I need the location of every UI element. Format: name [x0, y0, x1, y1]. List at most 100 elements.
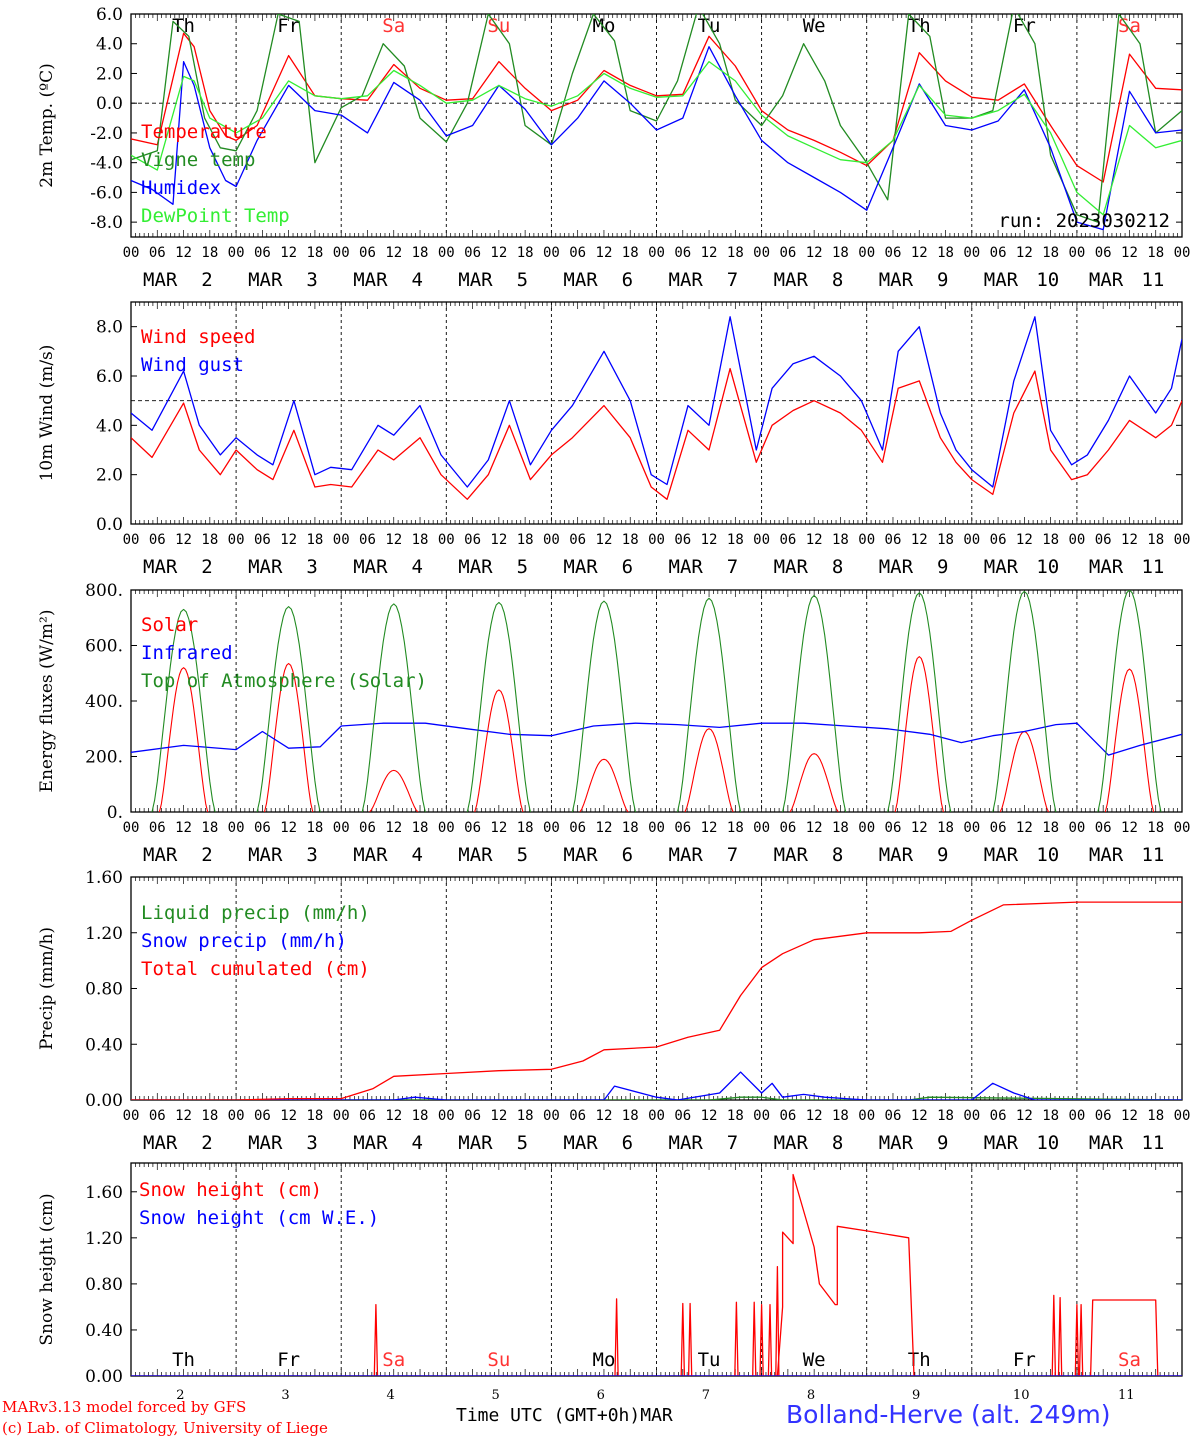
hour-label: 12 [1016, 820, 1033, 836]
run-label: run: 2023030212 [998, 210, 1170, 232]
date-label-day: 6 [622, 1132, 633, 1154]
hour-label: 00 [1068, 1108, 1085, 1124]
hour-label: 06 [149, 532, 166, 548]
hour-label: 18 [622, 532, 639, 548]
y-tick-label: 0.80 [85, 980, 123, 1000]
hour-label: 18 [517, 820, 534, 836]
hour-label: 00 [228, 1108, 245, 1124]
date-label-day: 11 [1141, 844, 1164, 866]
hour-label: 18 [412, 245, 429, 261]
date-label-day: 7 [727, 269, 738, 291]
hour-label: 12 [1121, 245, 1138, 261]
hour-label: 06 [569, 1108, 586, 1124]
legend-label: Snow height (cm W.E.) [139, 1207, 379, 1229]
day-number: 2 [176, 1388, 184, 1403]
hour-label: 12 [490, 245, 507, 261]
series-snow-precip-mm-h [131, 1071, 1182, 1100]
date-label-month: MAR [669, 844, 704, 866]
hour-label: 00 [333, 245, 350, 261]
series-top-of-atmosphere-solar [466, 601, 531, 812]
hour-label: 00 [123, 1108, 140, 1124]
hour-label: 12 [1016, 532, 1033, 548]
hour-label: 06 [674, 1108, 691, 1124]
hour-label: 06 [464, 820, 481, 836]
date-label-day: 10 [1036, 844, 1059, 866]
weekday-label: Fr [277, 15, 300, 37]
date-label-day: 6 [622, 556, 633, 578]
hour-label: 06 [990, 820, 1007, 836]
hour-label: 12 [911, 245, 928, 261]
hour-label: 12 [596, 532, 613, 548]
hour-label: 18 [201, 820, 218, 836]
y-axis-label: Energy fluxes (W/m²) [37, 610, 57, 793]
series-snow-height-cm [614, 1298, 619, 1376]
series-solar [1104, 668, 1155, 812]
series-snow-height-cm [1078, 1303, 1084, 1376]
weekday-label: Tu [698, 1349, 721, 1371]
hour-label: 00 [543, 532, 560, 548]
date-label-month: MAR [248, 269, 283, 291]
hour-label: 00 [333, 532, 350, 548]
hour-label: 06 [990, 532, 1007, 548]
date-label-month: MAR [1089, 1132, 1124, 1154]
hour-label: 12 [175, 820, 192, 836]
legend-label: Wind gust [141, 354, 244, 376]
series-solar [158, 667, 209, 812]
hour-label: 00 [1068, 820, 1085, 836]
date-label-month: MAR [248, 1132, 283, 1154]
hour-label: 00 [963, 1108, 980, 1124]
hour-label: 12 [701, 820, 718, 836]
hour-label: 18 [306, 820, 323, 836]
hour-label: 06 [464, 245, 481, 261]
hour-label: 12 [596, 820, 613, 836]
legend-label: Snow precip (mm/h) [141, 930, 347, 952]
hour-label: 18 [1042, 820, 1059, 836]
hour-label: 06 [885, 245, 902, 261]
date-label-day: 4 [411, 269, 422, 291]
hour-label: 12 [1016, 245, 1033, 261]
series-snow-height-cm [1074, 1303, 1080, 1376]
hour-label: 00 [438, 1108, 455, 1124]
hour-label: 00 [1068, 532, 1085, 548]
hour-label: 06 [779, 245, 796, 261]
date-label-month: MAR [143, 1132, 178, 1154]
date-label-month: MAR [563, 844, 598, 866]
weekday-label: Th [908, 1349, 931, 1371]
hour-label: 18 [937, 532, 954, 548]
date-label-day: 8 [832, 1132, 843, 1154]
hour-label: 18 [937, 1108, 954, 1124]
hour-label: 06 [359, 532, 376, 548]
hour-label: 00 [963, 245, 980, 261]
hour-label: 00 [753, 820, 770, 836]
date-label-month: MAR [984, 556, 1019, 578]
hour-label: 06 [359, 245, 376, 261]
series-wind-speed [131, 367, 1182, 500]
series-snow-height-cm [1051, 1294, 1057, 1376]
hour-label: 00 [648, 820, 665, 836]
series-infrared [131, 722, 1182, 756]
hour-label: 00 [858, 245, 875, 261]
y-tick-label: 4.0 [96, 416, 123, 436]
hour-label: 06 [464, 532, 481, 548]
date-label-day: 5 [517, 1132, 528, 1154]
legend-label: Top of Atmosphere (Solar) [141, 670, 427, 692]
date-label-day: 5 [517, 269, 528, 291]
y-axis-label: 10m Wind (m/s) [37, 345, 57, 482]
hour-label: 18 [412, 1108, 429, 1124]
series-dewpoint-temp [131, 60, 1182, 216]
hour-label: 06 [1095, 245, 1112, 261]
day-number: 9 [912, 1388, 920, 1403]
date-label-day: 3 [306, 556, 317, 578]
series-solar [894, 656, 944, 812]
y-tick-label: -4.0 [90, 154, 123, 174]
hour-label: 06 [149, 820, 166, 836]
series-top-of-atmosphere-solar [992, 590, 1057, 812]
series-top-of-atmosphere-solar [151, 608, 216, 812]
weekday-label: Sa [382, 15, 405, 37]
hour-label: 12 [280, 532, 297, 548]
day-number: 11 [1118, 1388, 1135, 1403]
hour-label: 00 [1174, 820, 1191, 836]
date-label-month: MAR [458, 844, 493, 866]
hour-label: 12 [1121, 532, 1138, 548]
hour-label: 06 [885, 1108, 902, 1124]
